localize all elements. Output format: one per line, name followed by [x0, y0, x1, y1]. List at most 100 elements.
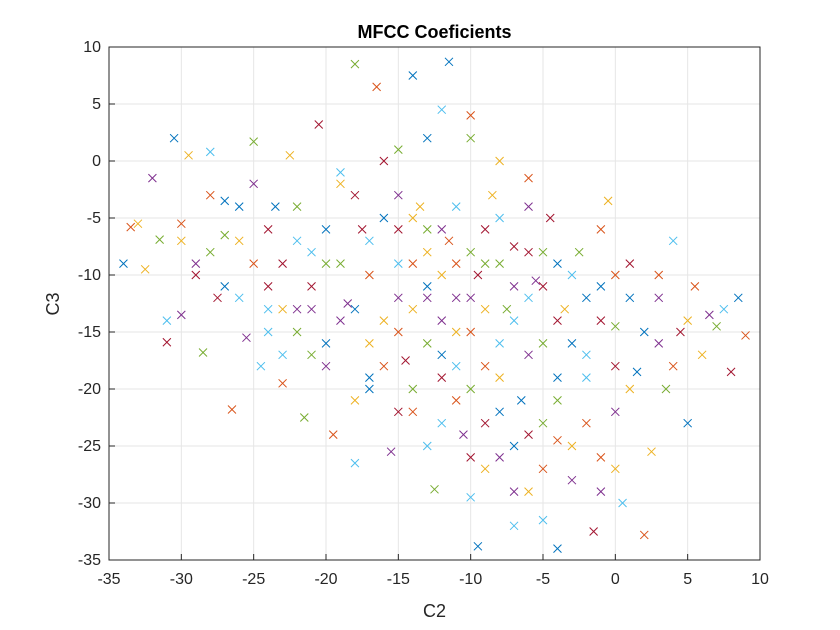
data-point-marker — [437, 418, 447, 428]
marker-stroke — [408, 407, 418, 417]
marker-stroke — [205, 190, 215, 200]
data-point-marker — [365, 270, 374, 280]
data-point-marker — [278, 259, 287, 268]
data-point-marker — [603, 196, 613, 206]
data-point-marker — [408, 384, 418, 394]
data-point-marker — [350, 458, 360, 468]
marker-stroke — [480, 304, 490, 314]
marker-stroke — [668, 361, 678, 371]
data-point-marker — [683, 316, 693, 325]
marker-stroke — [321, 361, 331, 371]
marker-stroke — [234, 236, 244, 246]
data-point-marker — [582, 373, 591, 382]
marker-stroke — [184, 150, 193, 160]
marker-stroke — [408, 71, 418, 80]
marker-stroke — [466, 293, 476, 303]
marker-stroke — [343, 299, 353, 308]
data-point-marker — [741, 331, 750, 340]
marker-stroke — [213, 293, 222, 303]
marker-stroke — [336, 168, 345, 177]
marker-stroke — [249, 259, 259, 268]
data-point-marker — [408, 304, 418, 314]
marker-stroke — [596, 225, 606, 234]
marker-stroke — [437, 373, 447, 382]
data-point-marker — [466, 133, 476, 143]
marker-stroke — [567, 441, 577, 451]
marker-stroke — [307, 247, 316, 257]
y-tick-label: -5 — [87, 210, 101, 227]
data-point-marker — [220, 282, 230, 291]
marker-stroke — [119, 259, 128, 268]
data-point-marker — [466, 111, 476, 120]
marker-stroke — [647, 447, 656, 457]
data-point-marker — [495, 407, 504, 417]
data-point-marker — [176, 310, 186, 320]
data-point-marker — [697, 350, 707, 360]
data-point-marker — [560, 304, 570, 314]
data-point-marker — [292, 304, 302, 314]
marker-stroke — [524, 487, 533, 496]
data-point-marker — [249, 259, 259, 268]
marker-stroke — [365, 339, 374, 348]
data-point-marker — [220, 196, 230, 206]
marker-stroke — [459, 430, 468, 439]
data-point-marker — [596, 487, 606, 496]
marker-stroke — [582, 418, 591, 428]
data-point-marker — [524, 487, 533, 496]
data-point-marker — [408, 213, 418, 223]
marker-stroke — [582, 293, 591, 303]
data-point-marker — [466, 327, 476, 337]
marker-stroke — [466, 384, 476, 394]
data-point-marker — [509, 316, 519, 325]
marker-stroke — [437, 316, 447, 325]
x-tick-label: -25 — [242, 571, 265, 588]
data-point-marker — [466, 384, 476, 394]
y-tick-label: -15 — [78, 324, 101, 341]
data-point-marker — [538, 282, 548, 291]
marker-stroke — [553, 373, 562, 382]
data-point-marker — [336, 316, 345, 325]
data-point-marker — [553, 544, 562, 553]
data-point-marker — [596, 316, 606, 325]
marker-stroke — [509, 282, 519, 291]
data-point-marker — [249, 137, 259, 146]
marker-stroke — [140, 264, 150, 274]
marker-stroke — [516, 396, 526, 405]
y-tick-label: -35 — [78, 552, 101, 569]
marker-stroke — [574, 247, 584, 257]
marker-stroke — [162, 316, 172, 325]
marker-stroke — [488, 190, 497, 200]
data-point-marker — [155, 235, 164, 245]
data-point-marker — [538, 464, 548, 474]
marker-stroke — [639, 327, 649, 337]
marker-stroke — [408, 213, 418, 223]
marker-stroke — [726, 367, 736, 377]
data-point-marker — [205, 247, 215, 257]
data-point-marker — [466, 293, 476, 303]
marker-stroke — [422, 247, 432, 257]
data-point-marker — [242, 333, 251, 343]
data-point-marker — [379, 156, 389, 166]
marker-stroke — [654, 339, 664, 348]
data-point-marker — [263, 304, 273, 314]
marker-stroke — [524, 247, 533, 257]
marker-stroke — [545, 213, 555, 223]
data-point-marker — [495, 339, 504, 348]
data-point-marker — [386, 447, 396, 457]
marker-stroke — [466, 327, 476, 337]
data-point-marker — [422, 225, 432, 234]
data-point-marker — [596, 225, 606, 234]
marker-stroke — [509, 242, 519, 251]
grid-layer — [108, 46, 761, 561]
marker-stroke — [278, 259, 287, 268]
marker-stroke — [654, 293, 664, 303]
marker-stroke — [538, 282, 548, 291]
marker-stroke — [509, 316, 519, 325]
marker-stroke — [365, 236, 374, 246]
x-axis-label: C2 — [423, 601, 446, 621]
data-point-marker — [538, 515, 548, 525]
data-point-marker — [639, 530, 649, 540]
marker-stroke — [292, 327, 302, 337]
x-tick-label: -30 — [170, 571, 193, 588]
